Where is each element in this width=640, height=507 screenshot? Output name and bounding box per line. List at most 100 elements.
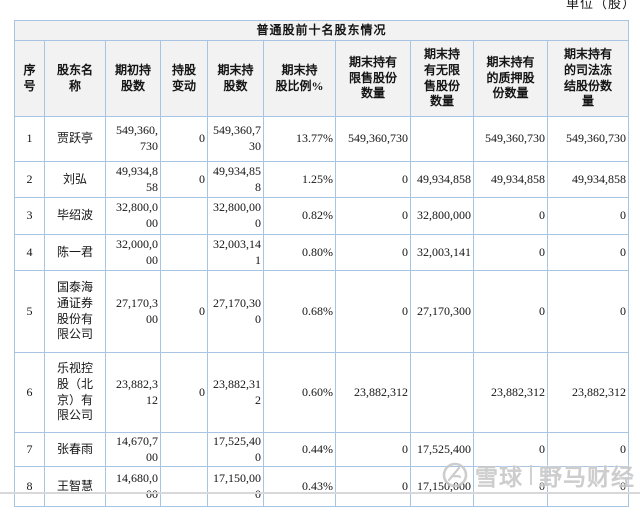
cell-shareholder-name: 王智慧: [44, 466, 106, 507]
header-pledged-shares: 期末持有 的质押股 份数量: [473, 40, 548, 117]
cell-pledged-shares: 549,360,730: [473, 116, 548, 162]
xueqiu-logo-icon: [442, 462, 468, 488]
cell-share-change: 0: [160, 116, 208, 162]
cell-initial-shares: 32,000,0 00: [105, 234, 161, 271]
cell-final-pct: 0.44%: [263, 431, 336, 468]
cell-shareholder-name: 张春雨: [44, 431, 106, 468]
cell-initial-shares: 14,680,0 00: [105, 466, 161, 507]
cell-share-change: [160, 466, 208, 507]
cell-rank: 5: [14, 270, 45, 353]
cell-final-pct: 0.80%: [263, 234, 336, 271]
watermark-divider: [530, 465, 532, 485]
cell-shareholder-name: 刘弘: [44, 161, 106, 198]
cell-restricted-shares: 0: [335, 197, 411, 235]
cell-shareholder-name: 乐视控 股（北 京）有 限公司: [44, 352, 106, 433]
cell-unrestricted-shares: 32,003,141: [410, 234, 474, 271]
cell-share-change: 0: [160, 352, 208, 433]
cell-initial-shares: 549,360, 730: [105, 116, 161, 162]
header-shareholder-name: 股东名 称: [44, 40, 106, 117]
table-row: 5 国泰海 通证券 股份有 限公司 27,170,3 00 0 27,170,3…: [14, 270, 630, 353]
cell-restricted-shares: 0: [335, 161, 411, 198]
cell-unrestricted-shares: 49,934,858: [410, 161, 474, 198]
header-final-pct: 期末持 股比例%: [263, 40, 336, 117]
cell-rank: 8: [14, 466, 45, 507]
table-row: 6 乐视控 股（北 京）有 限公司 23,882,3 12 0 23,882,3…: [14, 352, 630, 433]
cell-share-change: [160, 197, 208, 235]
cell-pledged-shares: 0: [473, 270, 548, 353]
cell-restricted-shares: 23,882,312: [335, 352, 411, 433]
cell-initial-shares: 49,934,8 58: [105, 161, 161, 198]
cell-frozen-shares: 0: [546, 234, 630, 271]
cell-final-shares: 32,800,00 0: [207, 197, 264, 235]
header-initial-shares: 期初持 股数: [105, 40, 161, 117]
cell-unrestricted-shares: [410, 352, 474, 433]
cell-share-change: [160, 431, 208, 468]
cell-unrestricted-shares: 17,525,400: [410, 431, 474, 468]
cell-final-shares: 17,525,40 0: [207, 431, 264, 468]
table-row: 3 毕绍波 32,800,0 00 32,800,00 0 0.82% 0 32…: [14, 197, 630, 235]
cell-restricted-shares: 0: [335, 234, 411, 271]
cell-final-shares: 49,934,85 8: [207, 161, 264, 198]
cell-final-shares: 549,360,7 30: [207, 116, 264, 162]
cell-initial-shares: 32,800,0 00: [105, 197, 161, 235]
cell-unrestricted-shares: 32,800,000: [410, 197, 474, 235]
cell-final-pct: 0.82%: [263, 197, 336, 235]
cell-restricted-shares: 0: [335, 270, 411, 353]
cell-shareholder-name: 贾跃亭: [44, 116, 106, 162]
cell-frozen-shares: 0: [546, 197, 630, 235]
cell-initial-shares: 14,670,7 00: [105, 431, 161, 468]
table-row: 1 贾跃亭 549,360, 730 0 549,360,7 30 13.77%…: [14, 116, 630, 162]
unit-label: 单位（股）: [565, 0, 636, 11]
cell-final-shares: 23,882,31 2: [207, 352, 264, 433]
header-unrestricted-shares: 期末持 有无限 售股份 数量: [410, 40, 474, 117]
cell-final-pct: 1.25%: [263, 161, 336, 198]
cell-frozen-shares: 549,360,730: [546, 116, 630, 162]
cell-shareholder-name: 陈一君: [44, 234, 106, 271]
table-row: 4 陈一君 32,000,0 00 32,003,14 1 0.80% 0 32…: [14, 234, 630, 271]
watermark: 雪球 野马财经: [442, 459, 635, 491]
cell-pledged-shares: 0: [473, 234, 548, 271]
cell-pledged-shares: 49,934,858: [473, 161, 548, 198]
cell-rank: 7: [14, 431, 45, 468]
cell-unrestricted-shares: [410, 116, 474, 162]
cell-frozen-shares: 0: [546, 431, 630, 468]
cell-rank: 2: [14, 161, 45, 198]
cell-pledged-shares: 0: [473, 197, 548, 235]
cell-rank: 4: [14, 234, 45, 271]
header-restricted-shares: 期末持有 限售股份 数量: [335, 40, 411, 117]
cell-frozen-shares: 49,934,858: [546, 161, 630, 198]
bottom-divider: [0, 492, 640, 494]
cell-final-pct: 0.68%: [263, 270, 336, 353]
cell-shareholder-name: 毕绍波: [44, 197, 106, 235]
shareholders-table: 普通股前十名股东情况 序 号 股东名 称 期初持 股数 持股 变动 期末持 股数…: [13, 20, 630, 507]
cell-rank: 3: [14, 197, 45, 235]
cell-final-shares: 27,170,30 0: [207, 270, 264, 353]
table-title-row: 普通股前十名股东情况: [13, 20, 630, 41]
cell-share-change: 0: [160, 161, 208, 198]
header-final-shares: 期末持 股数: [207, 40, 264, 117]
header-rank: 序 号: [14, 40, 45, 117]
cell-frozen-shares: 23,882,312: [546, 352, 630, 433]
cell-pledged-shares: 23,882,312: [473, 352, 548, 433]
table-row: 7 张春雨 14,670,7 00 17,525,40 0 0.44% 0 17…: [14, 431, 630, 468]
cell-share-change: 0: [160, 270, 208, 353]
cell-rank: 1: [14, 116, 45, 162]
cell-rank: 6: [14, 352, 45, 433]
header-share-change: 持股 变动: [160, 40, 208, 117]
cell-final-shares: 17,150,00 0: [207, 466, 264, 507]
cell-unrestricted-shares: 27,170,300: [410, 270, 474, 353]
cell-initial-shares: 27,170,3 00: [105, 270, 161, 353]
cell-final-pct: 0.43%: [263, 466, 336, 507]
watermark-site2-label: 野马财经: [539, 464, 635, 490]
table-row: 2 刘弘 49,934,8 58 0 49,934,85 8 1.25% 0 4…: [14, 161, 630, 198]
cell-frozen-shares: 0: [546, 270, 630, 353]
cell-restricted-shares: 549,360,730: [335, 116, 411, 162]
table-header-row: 序 号 股东名 称 期初持 股数 持股 变动 期末持 股数 期末持 股比例% 期…: [14, 40, 630, 117]
cell-final-pct: 0.60%: [263, 352, 336, 433]
cell-restricted-shares: 0: [335, 466, 411, 507]
cell-final-pct: 13.77%: [263, 116, 336, 162]
cell-final-shares: 32,003,14 1: [207, 234, 264, 271]
header-frozen-shares: 期末持有 的司法冻 结股份数 量: [546, 40, 630, 117]
cell-shareholder-name: 国泰海 通证券 股份有 限公司: [44, 270, 106, 353]
watermark-site1-label: 雪球: [475, 464, 523, 490]
